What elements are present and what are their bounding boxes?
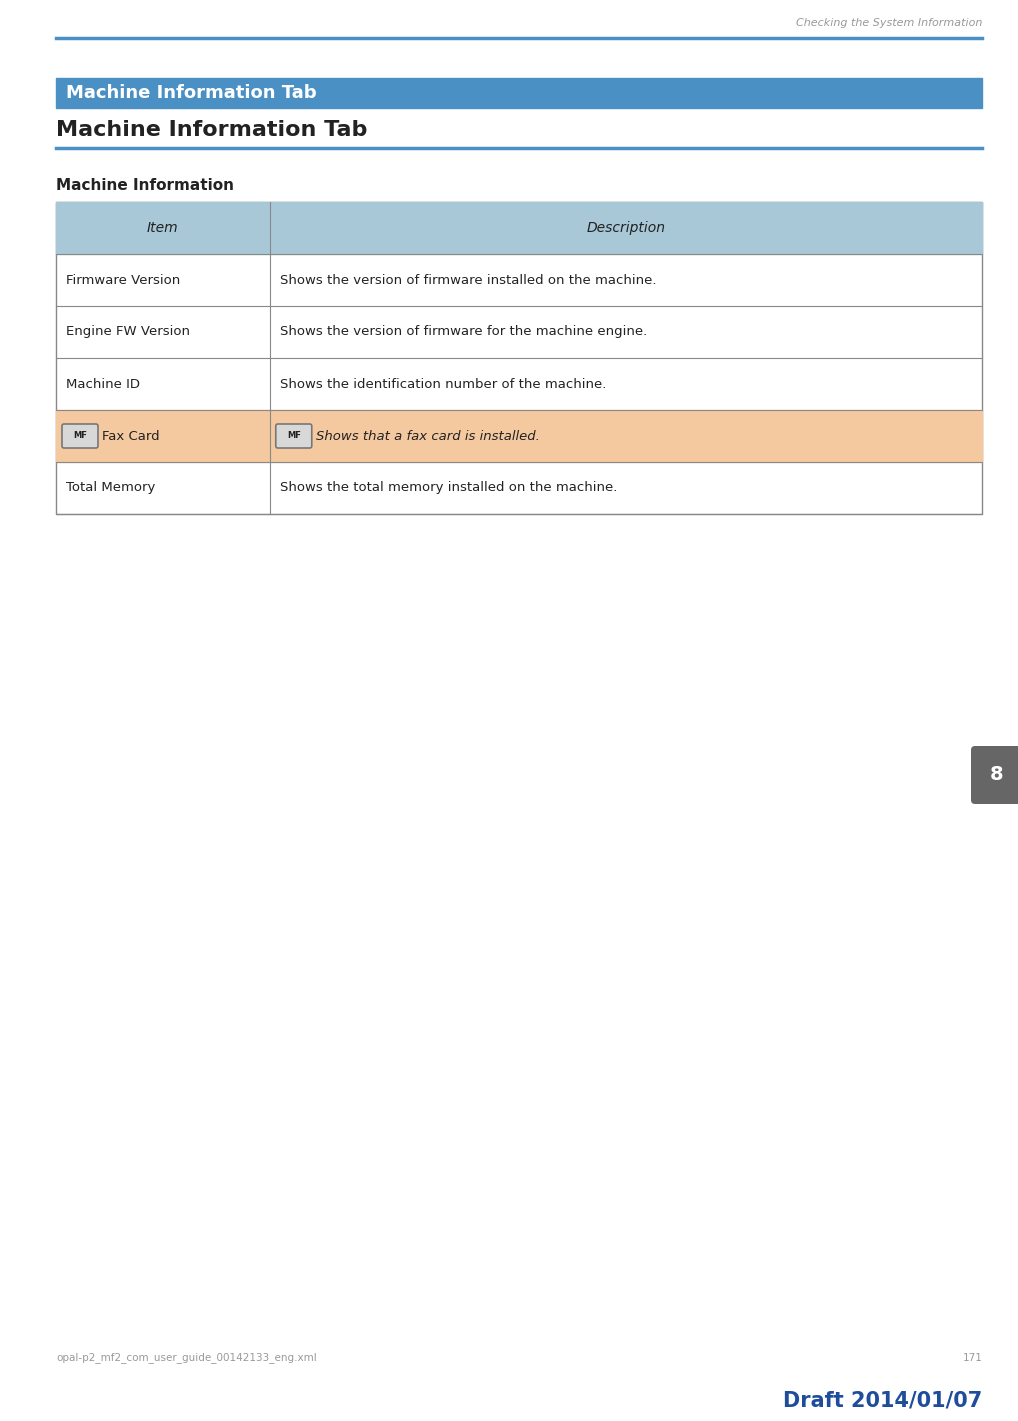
Text: Shows the version of firmware for the machine engine.: Shows the version of firmware for the ma… [280,325,647,338]
Text: MF: MF [73,432,87,441]
Bar [56,411,982,462]
FancyBboxPatch shape [276,423,312,448]
Bar [56,202,982,254]
Text: Draft 2014/01/07: Draft 2014/01/07 [783,1390,982,1410]
Text: Machine Information Tab: Machine Information Tab [56,119,367,141]
Text: Total Memory: Total Memory [66,482,156,495]
Text: 171: 171 [962,1353,982,1363]
Text: Fax Card: Fax Card [102,429,160,442]
Text: Machine ID: Machine ID [66,378,140,391]
Text: Shows the identification number of the machine.: Shows the identification number of the m… [280,378,606,391]
Text: opal-p2_mf2_com_user_guide_00142133_eng.xml: opal-p2_mf2_com_user_guide_00142133_eng.… [56,1353,317,1364]
Text: Description: Description [586,222,666,234]
Text: Engine FW Version: Engine FW Version [66,325,190,338]
Text: Shows the total memory installed on the machine.: Shows the total memory installed on the … [280,482,617,495]
Text: Machine Information Tab: Machine Information Tab [66,84,317,102]
Bar [56,78,982,108]
Text: Item: Item [147,222,179,234]
Text: Machine Information: Machine Information [56,178,234,193]
Text: Shows the version of firmware installed on the machine.: Shows the version of firmware installed … [280,273,657,287]
Text: 8: 8 [989,766,1004,784]
FancyBboxPatch shape [62,423,98,448]
FancyBboxPatch shape [971,746,1018,804]
Text: MF: MF [287,432,300,441]
Text: Shows that a fax card is installed.: Shows that a fax card is installed. [316,429,540,442]
Text: Firmware Version: Firmware Version [66,273,180,287]
Text: Checking the System Information: Checking the System Information [796,18,982,28]
Bar [56,202,982,514]
